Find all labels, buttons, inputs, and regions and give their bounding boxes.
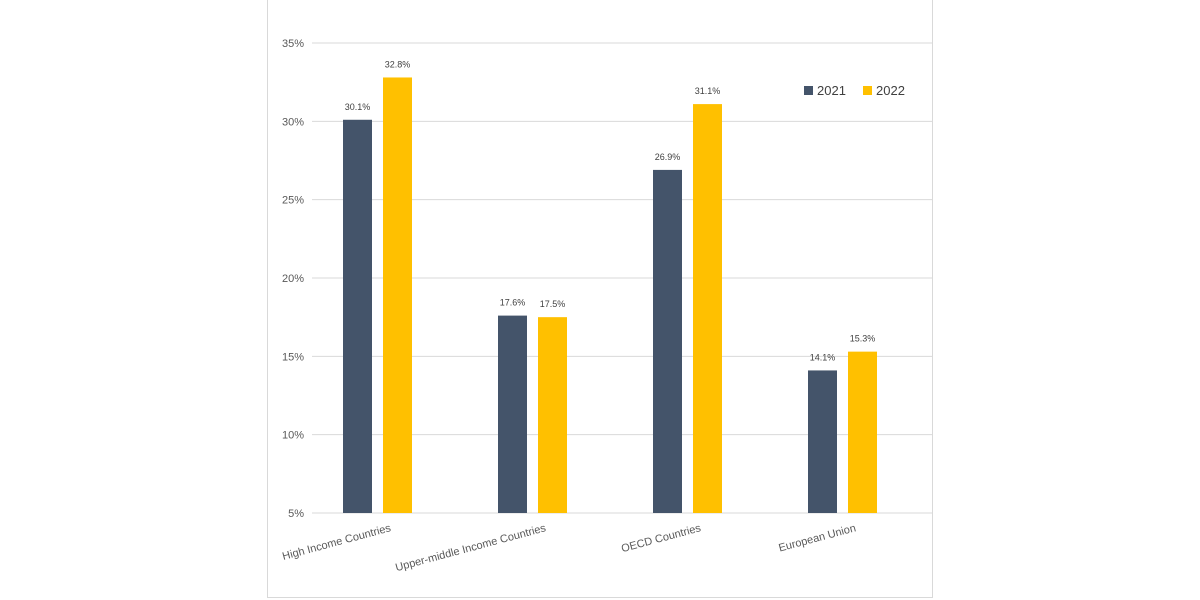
data-label: 31.1% <box>695 86 721 96</box>
data-label: 17.6% <box>500 298 526 308</box>
legend-swatch-2021 <box>804 86 813 95</box>
bar-2021-0 <box>343 119 372 514</box>
y-tick-label: 25% <box>282 195 304 207</box>
bar-2022-2 <box>693 104 722 513</box>
data-label: 15.3% <box>850 334 876 344</box>
data-label: 30.1% <box>345 102 371 112</box>
data-label: 32.8% <box>385 59 411 69</box>
data-label: 26.9% <box>655 152 681 162</box>
bar-2021-3 <box>808 370 837 513</box>
y-tick-label: 10% <box>282 430 304 442</box>
x-category-label: Upper-middle Income Countries <box>394 522 548 574</box>
y-tick-label: 20% <box>282 273 304 285</box>
data-label: 14.1% <box>810 352 836 362</box>
y-tick-label: 30% <box>282 116 304 128</box>
legend-swatch-2022 <box>863 86 872 95</box>
y-tick-label: 35% <box>282 38 304 50</box>
x-category-label: European Union <box>777 522 857 554</box>
x-category-label: OECD Countries <box>620 522 703 555</box>
bar-2022-0 <box>383 77 412 513</box>
bar-2021-2 <box>653 169 682 513</box>
x-category-label: High Income Countries <box>281 522 393 563</box>
y-tick-label: 15% <box>282 351 304 363</box>
legend-label: 2021 <box>817 83 846 98</box>
legend-label: 2022 <box>876 83 905 98</box>
data-label: 17.5% <box>540 299 566 309</box>
bar-2022-3 <box>848 351 877 513</box>
bar-2022-1 <box>538 317 567 513</box>
y-tick-label: 5% <box>288 508 304 520</box>
bar-2021-1 <box>498 315 527 513</box>
